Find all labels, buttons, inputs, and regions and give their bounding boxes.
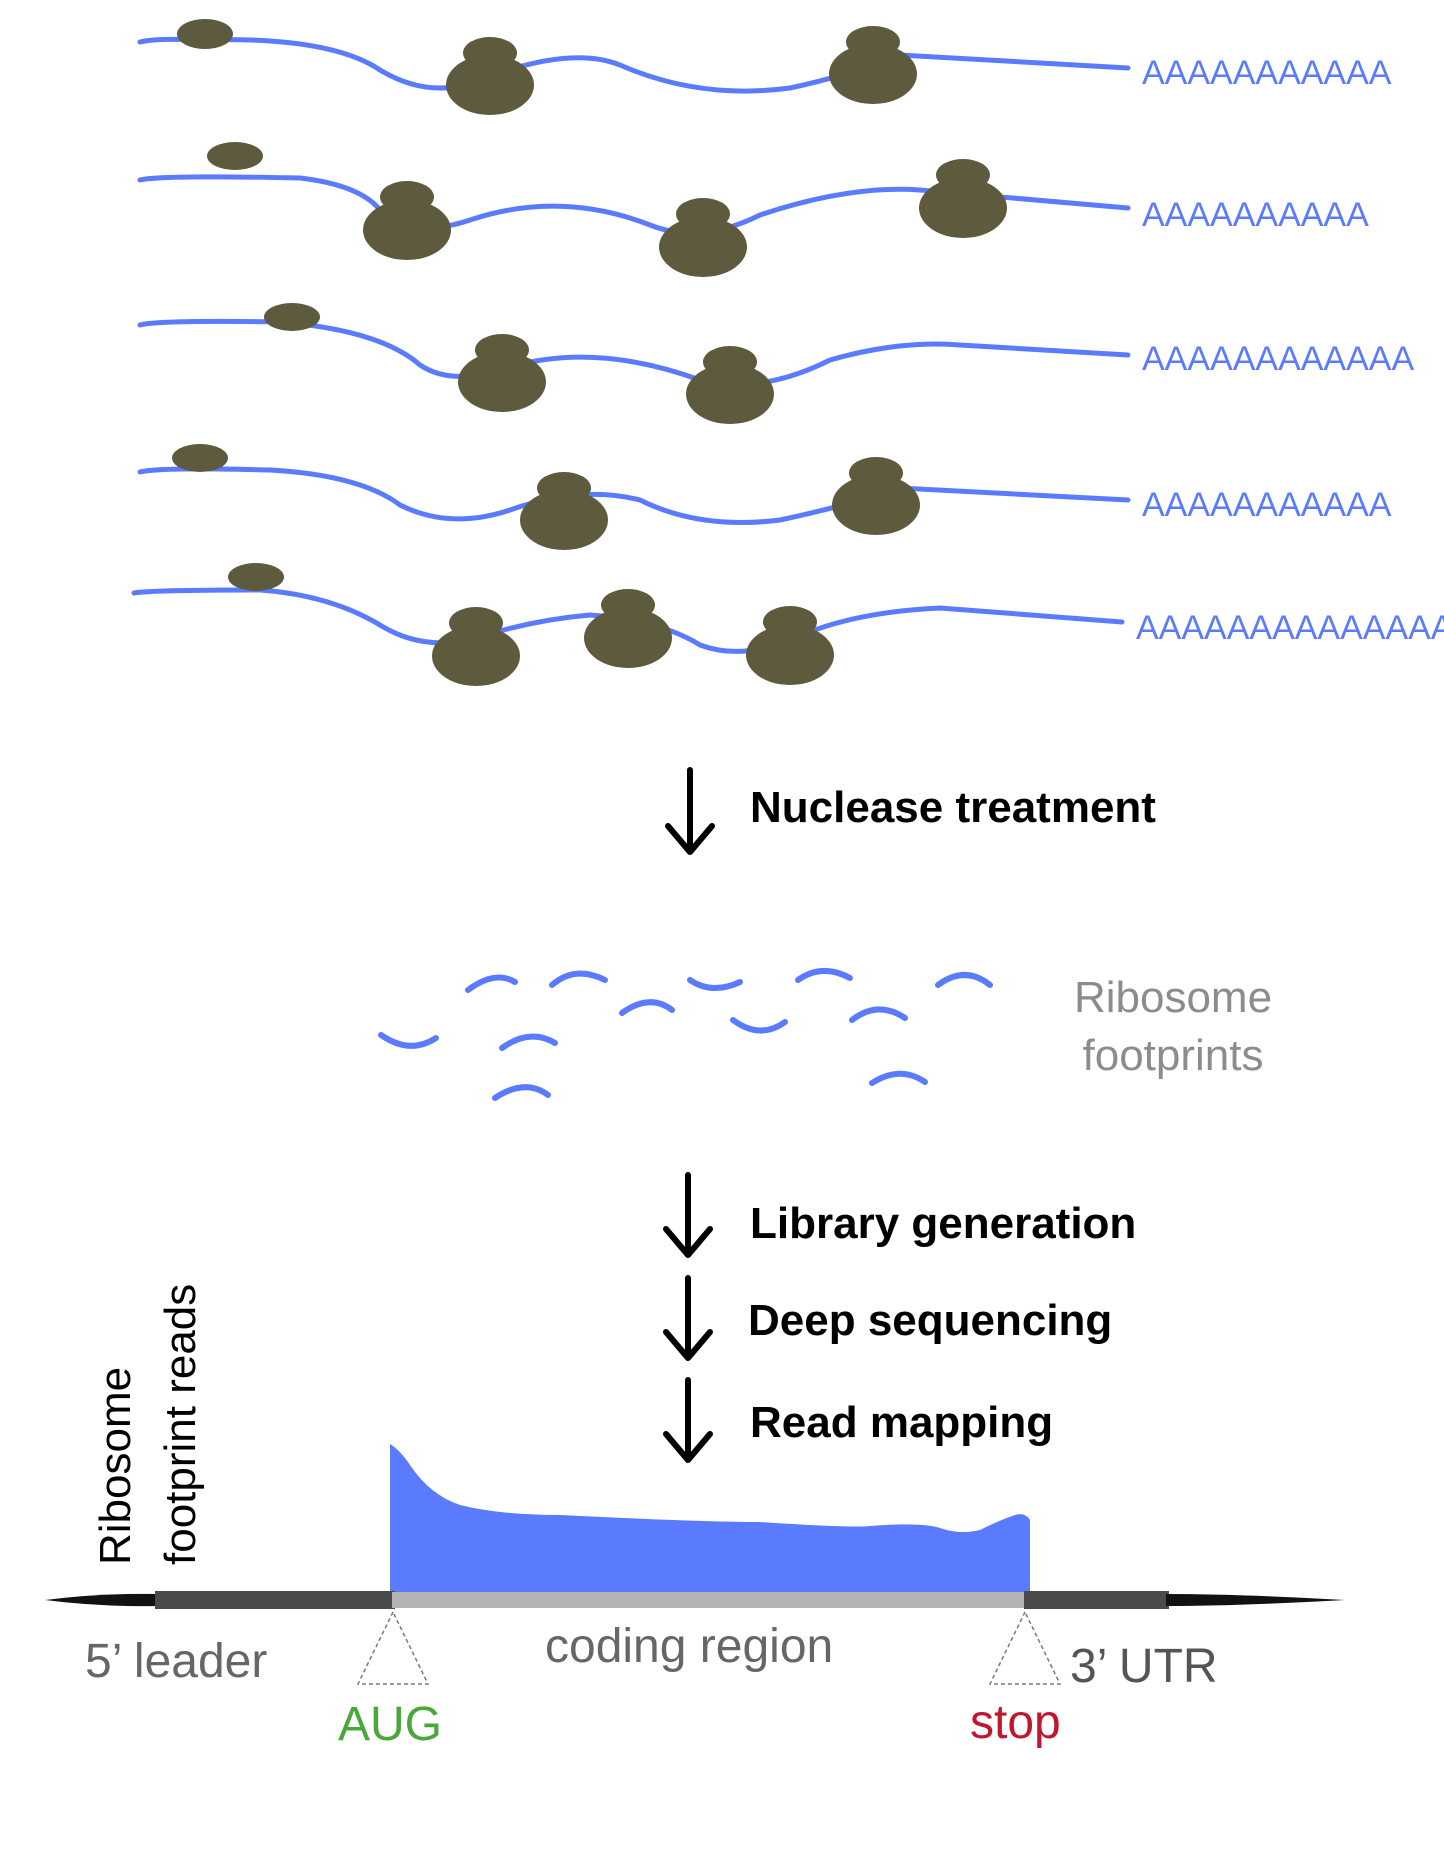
polya-tail: AAAAAAAAAA: [1142, 196, 1369, 234]
label-5-leader: 5’ leader: [85, 1635, 267, 1688]
mrna-row-1: AAAAAAAAAAA: [137, 19, 1392, 115]
small-ribosome-subunit: [228, 563, 284, 591]
small-ribosome-subunit: [264, 303, 320, 331]
ribosome: [520, 472, 608, 550]
step-deep-sequencing: Deep sequencing: [748, 1296, 1112, 1345]
ribosome: [919, 159, 1007, 238]
small-ribosome-subunit: [177, 19, 233, 49]
small-ribosome-subunit: [207, 142, 263, 170]
ribosome: [832, 457, 920, 535]
arrow-nuclease: [665, 767, 715, 855]
utr-segment: [1024, 1591, 1169, 1609]
label-coding-region: coding region: [545, 1620, 833, 1673]
label-3-utr: 3’ UTR: [1070, 1640, 1218, 1693]
ribosome: [363, 181, 451, 260]
ribosome: [686, 346, 774, 424]
arrow-mapping: [663, 1377, 713, 1463]
ribosome: [659, 198, 747, 277]
transcript-bar: [45, 1591, 1345, 1609]
y-axis-label-line2: footprint reads: [156, 1284, 205, 1565]
small-ribosome-subunit: [172, 444, 228, 472]
step-library-generation: Library generation: [750, 1199, 1136, 1248]
mrna-row-3: AAAAAAAAAAAA: [137, 303, 1414, 424]
footprint-read-density: [390, 1444, 1030, 1595]
stop-codon-marker: [988, 1610, 1062, 1685]
polya-tail: AAAAAAAAAAA: [1142, 54, 1392, 92]
ribosome-footprint-fragments: [378, 968, 993, 1101]
footprints-label-line2: footprints: [1083, 1031, 1264, 1080]
label-stop-codon: stop: [970, 1696, 1061, 1749]
step-nuclease-treatment: Nuclease treatment: [750, 783, 1156, 832]
y-axis-label-line1: Ribosome: [91, 1367, 140, 1565]
ribosome: [746, 606, 834, 685]
polya-tail: AAAAAAAAAAAA: [1142, 340, 1414, 378]
ribosome: [432, 607, 520, 686]
transcript-3-end: [1166, 1594, 1345, 1606]
mrna-row-5: AAAAAAAAAAAAAA: [131, 563, 1444, 686]
ribosome: [446, 37, 534, 115]
start-codon-marker: [356, 1610, 430, 1685]
polya-tail: AAAAAAAAAAA: [1142, 486, 1392, 524]
label-start-codon: AUG: [338, 1698, 442, 1751]
footprints-label-line1: Ribosome: [1074, 973, 1272, 1022]
arrow-library: [663, 1172, 713, 1258]
ribosome: [584, 589, 672, 668]
step-read-mapping: Read mapping: [750, 1398, 1053, 1447]
arrow-sequencing: [663, 1275, 713, 1361]
ribosome: [458, 334, 546, 412]
coding-segment: [392, 1592, 1027, 1608]
transcript-5-end: [45, 1593, 158, 1607]
leader-segment: [155, 1591, 395, 1609]
ribosome: [829, 26, 917, 104]
mrna-row-4: AAAAAAAAAAA: [137, 444, 1392, 550]
mrna-row-2: AAAAAAAAAA: [137, 142, 1369, 277]
polya-tail: AAAAAAAAAAAAAA: [1136, 609, 1444, 647]
